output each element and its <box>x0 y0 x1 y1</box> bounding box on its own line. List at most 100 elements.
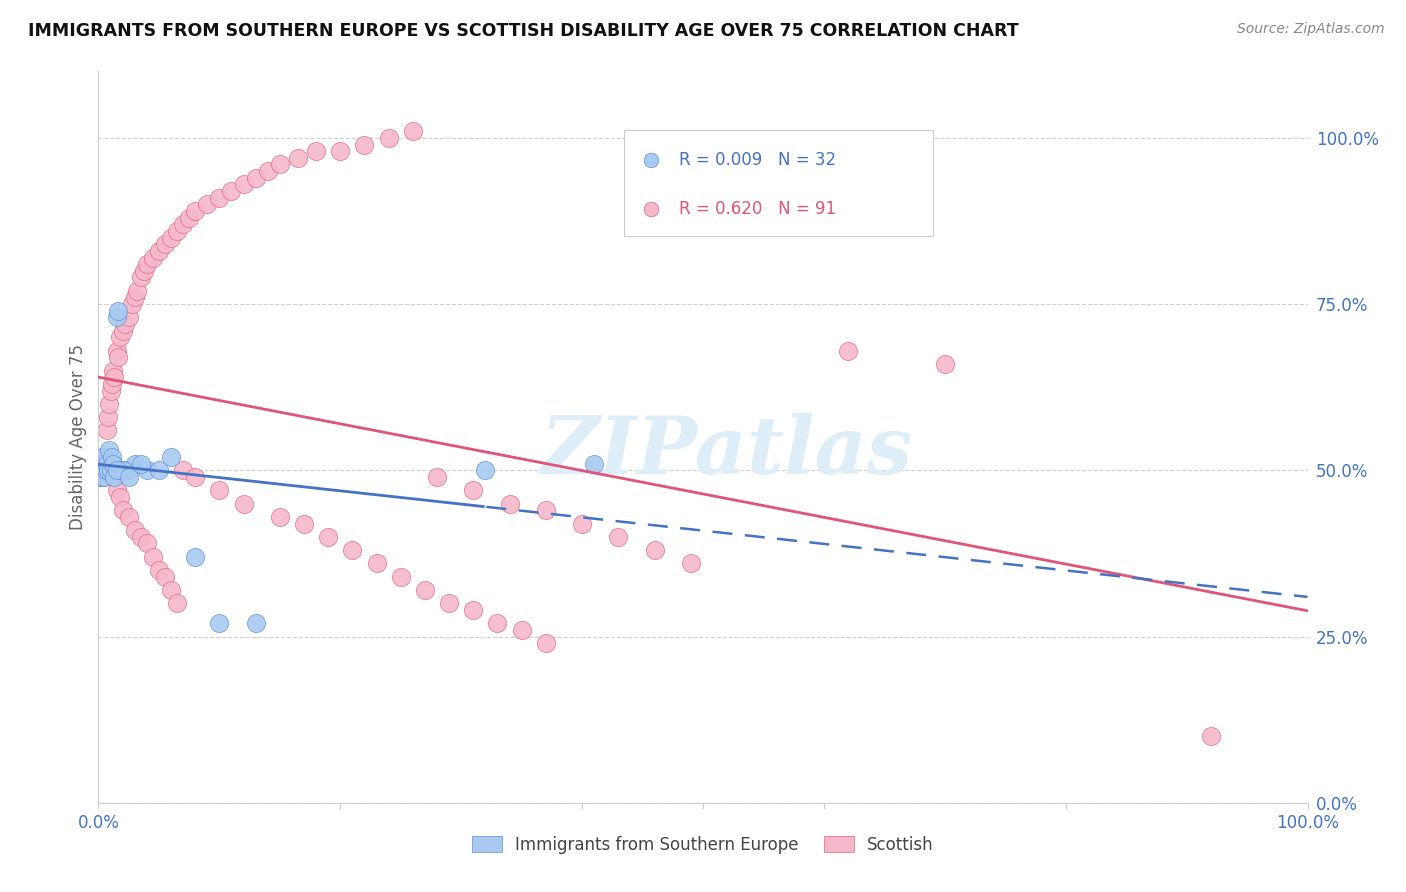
Point <box>166 224 188 238</box>
Point <box>111 463 134 477</box>
Point <box>377 131 399 145</box>
Text: R = 0.009   N = 32: R = 0.009 N = 32 <box>679 151 837 169</box>
Point <box>402 124 425 138</box>
Point <box>111 503 134 517</box>
Point <box>100 463 122 477</box>
Point <box>94 463 117 477</box>
Point <box>111 463 134 477</box>
Point <box>208 191 231 205</box>
Point <box>91 463 114 477</box>
Point <box>463 483 485 498</box>
Point <box>118 509 141 524</box>
Point <box>108 330 131 344</box>
Point <box>305 144 328 158</box>
Text: IMMIGRANTS FROM SOUTHERN EUROPE VS SCOTTISH DISABILITY AGE OVER 75 CORRELATION C: IMMIGRANTS FROM SOUTHERN EUROPE VS SCOTT… <box>28 22 1019 40</box>
Point <box>105 310 128 325</box>
Point <box>644 543 666 558</box>
Point <box>90 470 112 484</box>
Point <box>97 410 120 425</box>
Point <box>837 343 859 358</box>
Point <box>89 463 111 477</box>
Point <box>316 530 339 544</box>
Point <box>91 470 114 484</box>
Point <box>89 463 111 477</box>
Point <box>98 443 121 458</box>
Point <box>118 470 141 484</box>
Point <box>127 284 149 298</box>
Point <box>208 483 231 498</box>
Point <box>91 463 114 477</box>
Point <box>93 470 115 484</box>
Point <box>107 351 129 365</box>
Text: Source: ZipAtlas.com: Source: ZipAtlas.com <box>1237 22 1385 37</box>
Point <box>129 270 152 285</box>
Point <box>221 184 243 198</box>
Point <box>437 596 460 610</box>
Point <box>98 397 121 411</box>
Point <box>510 623 533 637</box>
Point <box>121 297 143 311</box>
Point <box>97 463 120 477</box>
Point <box>100 463 122 477</box>
Point <box>329 144 352 158</box>
Point <box>105 343 128 358</box>
Point <box>571 516 593 531</box>
Point <box>607 530 630 544</box>
Point <box>232 178 254 192</box>
Point <box>101 363 124 377</box>
Point <box>184 204 207 219</box>
Point <box>172 463 194 477</box>
Point <box>91 450 114 464</box>
Point <box>148 244 170 258</box>
Point <box>142 549 165 564</box>
Point <box>232 497 254 511</box>
Point <box>91 450 114 464</box>
Point <box>108 490 131 504</box>
Point <box>96 424 118 438</box>
Point <box>474 463 496 477</box>
Point <box>100 376 122 391</box>
Point <box>100 384 122 398</box>
Point <box>118 310 141 325</box>
Point <box>153 570 176 584</box>
Point <box>91 457 114 471</box>
Point <box>179 211 201 225</box>
Legend: Immigrants from Southern Europe, Scottish: Immigrants from Southern Europe, Scottis… <box>465 829 941 860</box>
Point <box>124 290 146 304</box>
Point <box>153 237 176 252</box>
Point <box>129 530 152 544</box>
Point <box>172 217 194 231</box>
Point <box>148 563 170 577</box>
Point <box>245 170 267 185</box>
Point <box>105 483 128 498</box>
Point <box>124 457 146 471</box>
Point <box>160 230 183 244</box>
Point <box>269 509 291 524</box>
Point <box>534 636 557 650</box>
Point <box>90 457 112 471</box>
Point <box>100 450 122 464</box>
Point <box>124 523 146 537</box>
Point <box>103 370 125 384</box>
FancyBboxPatch shape <box>624 130 932 235</box>
Point <box>108 463 131 477</box>
Point <box>195 197 218 211</box>
Point <box>184 470 207 484</box>
Point <box>135 536 157 550</box>
Point <box>583 457 606 471</box>
Point <box>90 470 112 484</box>
Point <box>256 164 278 178</box>
Point <box>366 557 388 571</box>
Point <box>142 251 165 265</box>
Point <box>94 457 117 471</box>
Text: R = 0.620   N = 91: R = 0.620 N = 91 <box>679 201 837 219</box>
Point <box>103 470 125 484</box>
Point <box>135 257 157 271</box>
Point <box>94 463 117 477</box>
Point <box>111 324 134 338</box>
Point <box>96 457 118 471</box>
Point <box>287 151 309 165</box>
Y-axis label: Disability Age Over 75: Disability Age Over 75 <box>69 344 87 530</box>
Point <box>292 516 315 531</box>
Point <box>426 470 449 484</box>
